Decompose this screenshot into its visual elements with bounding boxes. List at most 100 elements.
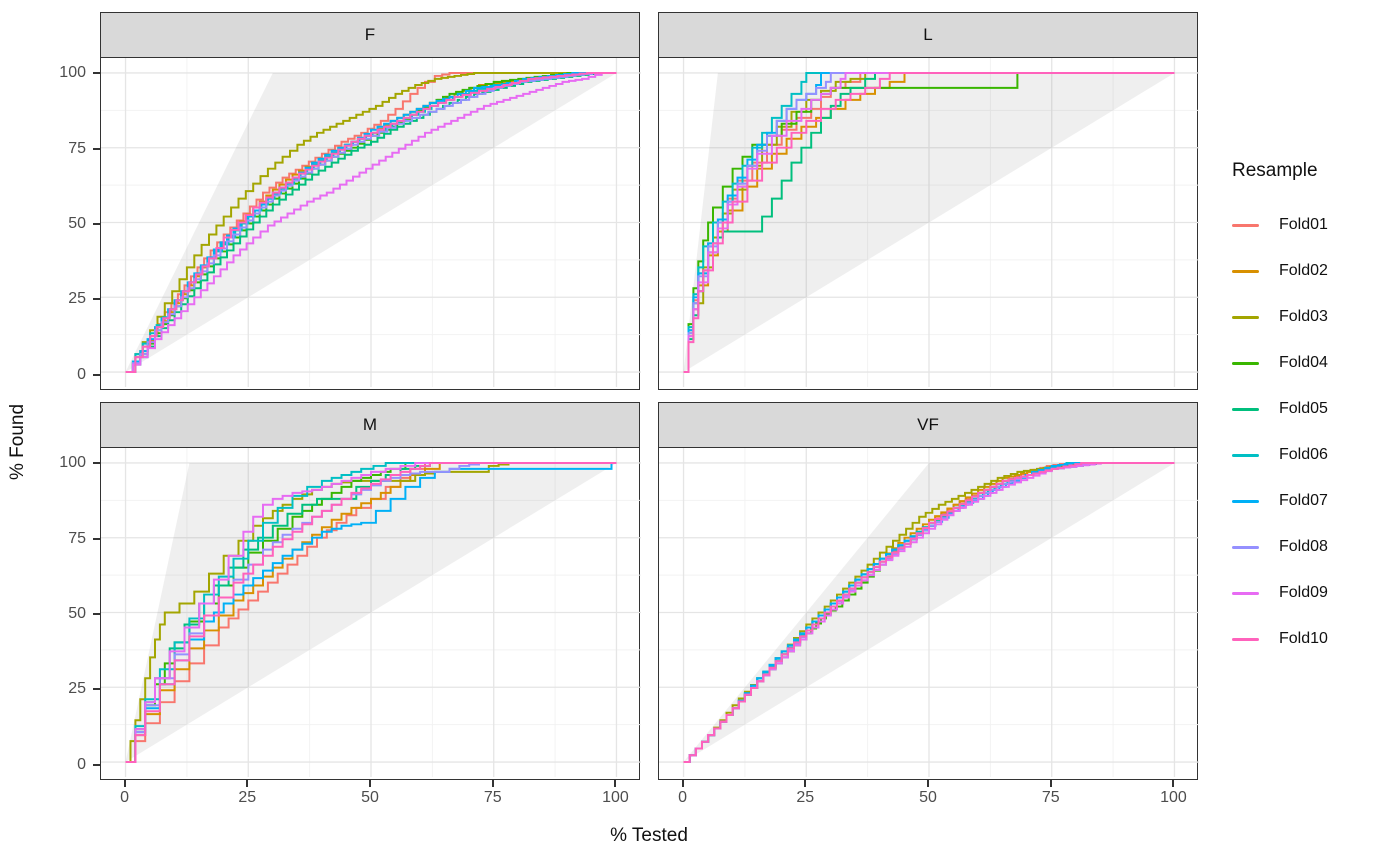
facet-panel-M — [100, 448, 641, 780]
legend-key-line — [1232, 591, 1259, 595]
baseline-region-M — [125, 462, 617, 763]
facet-panel-VF — [658, 448, 1199, 780]
y-tick-mark — [93, 462, 100, 465]
x-axis-col2: 0 25 50 75 100 — [658, 780, 1198, 814]
x-tick-label: 75 — [1041, 789, 1060, 806]
legend-key-line — [1232, 223, 1259, 227]
y-axis-row1: 100 75 50 25 0 — [0, 58, 100, 390]
y-tick-mark — [93, 72, 100, 75]
gridlines — [101, 58, 641, 387]
x-tick-label: 50 — [919, 789, 937, 806]
y-tick-label: 25 — [68, 290, 86, 308]
legend-item-label: Fold02 — [1279, 262, 1328, 279]
x-tick-mark — [927, 780, 929, 787]
x-tick-mark — [1172, 780, 1175, 787]
curve-Fold07-M — [125, 461, 617, 764]
legend-item-label: Fold01 — [1279, 216, 1328, 233]
legend-key-line — [1232, 545, 1259, 549]
x-tick-label: 100 — [1160, 789, 1187, 806]
x-tick-label: 75 — [483, 789, 502, 806]
x-tick-label: 0 — [120, 789, 129, 806]
legend-item-label: Fold03 — [1279, 308, 1328, 325]
legend-key-line — [1232, 453, 1259, 457]
curve-Fold10-VF — [683, 461, 1175, 764]
curve-Fold10-M — [125, 461, 617, 764]
facet-strip-F: F — [100, 12, 640, 58]
legend-item-Fold01: Fold01 — [1232, 202, 1328, 248]
legend-key-line — [1232, 407, 1259, 411]
facet-plot-svg-L — [659, 58, 1199, 387]
legend-key-line — [1232, 361, 1259, 365]
facet-strip-VF: VF — [658, 402, 1198, 448]
y-tick-mark — [93, 613, 100, 615]
facet-panel-L — [658, 58, 1199, 390]
y-tick-mark — [93, 688, 100, 691]
x-tick-mark — [491, 780, 494, 787]
facet-strip-label: F — [364, 25, 376, 44]
legend-item-Fold10: Fold10 — [1232, 616, 1328, 662]
y-tick-mark — [93, 298, 100, 301]
legend-item-label: Fold08 — [1279, 538, 1328, 555]
x-tick-mark — [681, 780, 684, 787]
y-tick-label: 100 — [59, 64, 86, 82]
x-tick-mark — [804, 780, 807, 787]
y-tick-mark — [93, 223, 100, 225]
y-tick-label: 75 — [68, 139, 86, 157]
facet-strip-label: L — [923, 25, 933, 44]
legend-item-Fold05: Fold05 — [1232, 386, 1328, 432]
facet-plot-svg-M — [101, 448, 641, 777]
curve-Fold10-L — [683, 71, 1175, 374]
legend-items: Fold01 Fold02 Fold03 Fold04 Fold05 Fold06 Fold… — [1232, 202, 1328, 662]
facet-panel-F — [100, 58, 641, 390]
legend-item-label: Fold09 — [1279, 584, 1328, 601]
y-tick-mark — [93, 763, 100, 766]
facet-plot-svg-F — [101, 58, 641, 387]
y-tick-mark — [93, 373, 100, 376]
legend-key-line — [1232, 315, 1259, 319]
x-tick-mark — [614, 780, 617, 787]
legend-item-Fold02: Fold02 — [1232, 248, 1328, 294]
facet-strip-M: M — [100, 402, 640, 448]
x-tick-label: 25 — [796, 789, 815, 806]
legend-item-Fold03: Fold03 — [1232, 294, 1328, 340]
x-tick-mark — [246, 780, 249, 787]
x-tick-mark — [123, 780, 126, 787]
x-axis-title: % Tested — [610, 825, 688, 846]
facet-strip-label: M — [362, 415, 378, 434]
legend: Resample Fold01 Fold02 Fold03 Fold04 Fold05 F… — [1232, 160, 1328, 662]
x-tick-label: 50 — [361, 789, 379, 806]
curve-Fold09-F — [125, 71, 617, 374]
x-tick-label: 0 — [678, 789, 687, 806]
y-tick-label: 0 — [77, 365, 86, 383]
legend-key-line — [1232, 269, 1259, 273]
legend-item-label: Fold04 — [1279, 354, 1328, 371]
y-tick-label: 0 — [77, 755, 86, 773]
legend-key-line — [1232, 499, 1259, 503]
legend-title: Resample — [1232, 160, 1318, 181]
gridlines — [659, 448, 1199, 777]
facet-strip-L: L — [658, 12, 1198, 58]
facet-strip-label: VF — [917, 415, 939, 434]
legend-item-label: Fold06 — [1279, 446, 1328, 463]
x-tick-label: 100 — [602, 789, 629, 806]
legend-item-label: Fold07 — [1279, 492, 1328, 509]
x-axis-col1: 0 25 50 75 100 — [100, 780, 640, 814]
baseline-region-VF — [683, 462, 1175, 763]
y-tick-label: 100 — [59, 454, 86, 472]
y-tick-label: 50 — [68, 605, 86, 622]
legend-item-label: Fold10 — [1279, 630, 1328, 647]
legend-item-Fold04: Fold04 — [1232, 340, 1328, 386]
y-tick-label: 75 — [68, 529, 86, 547]
x-tick-mark — [1049, 780, 1052, 787]
y-tick-label: 25 — [68, 680, 86, 698]
curve-Fold03-F — [125, 71, 617, 374]
y-tick-mark — [93, 537, 100, 540]
y-tick-label: 50 — [68, 215, 86, 232]
facet-grid: % Found F L 100 75 50 25 0 M VF 100 75 50 25 0 0… — [0, 12, 1199, 856]
y-axis-row2: 100 75 50 25 0 — [0, 448, 100, 780]
facet-plot-svg-VF — [659, 448, 1199, 777]
curve-Fold10-F — [125, 71, 617, 374]
y-tick-mark — [93, 147, 100, 150]
legend-item-label: Fold05 — [1279, 400, 1328, 417]
